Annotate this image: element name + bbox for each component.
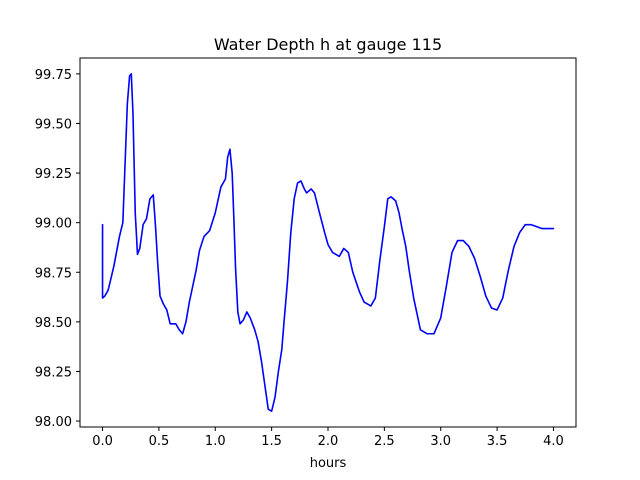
x-tick-label: 1.0: [205, 434, 226, 449]
y-tick-label: 98.25: [35, 365, 72, 380]
y-tick-label: 99.00: [35, 217, 72, 232]
y-tick-label: 99.50: [35, 117, 72, 132]
y-tick-label: 98.50: [35, 316, 72, 331]
axes-frame: [79, 57, 577, 428]
y-tick-label: 98.75: [35, 266, 72, 281]
y-tick-label: 99.25: [35, 167, 72, 182]
series-line: [101, 73, 555, 412]
plot-area: [101, 73, 555, 412]
x-tick-label: 1.5: [261, 434, 282, 449]
x-axis-label: hours: [310, 456, 347, 471]
x-tick-label: 3.0: [430, 434, 451, 449]
x-tick-label: 0.0: [92, 434, 113, 449]
x-tick-label: 2.5: [374, 434, 395, 449]
x-tick-label: 4.0: [543, 434, 564, 449]
chart-title: Water Depth h at gauge 115: [214, 35, 442, 54]
x-tick-label: 3.5: [487, 434, 508, 449]
y-tick-label: 99.75: [35, 68, 72, 83]
y-axis-ticks: 98.00 98.25 98.50 98.75 99.00 99.25 99.50 99.75: [35, 68, 80, 430]
x-tick-label: 0.5: [149, 434, 170, 449]
x-axis-ticks: 0.0 0.5 1.0 1.5 2.0 2.5 3.0 3.5 4.0: [92, 427, 564, 449]
y-tick-label: 98.00: [35, 415, 72, 430]
x-tick-label: 2.0: [318, 434, 339, 449]
